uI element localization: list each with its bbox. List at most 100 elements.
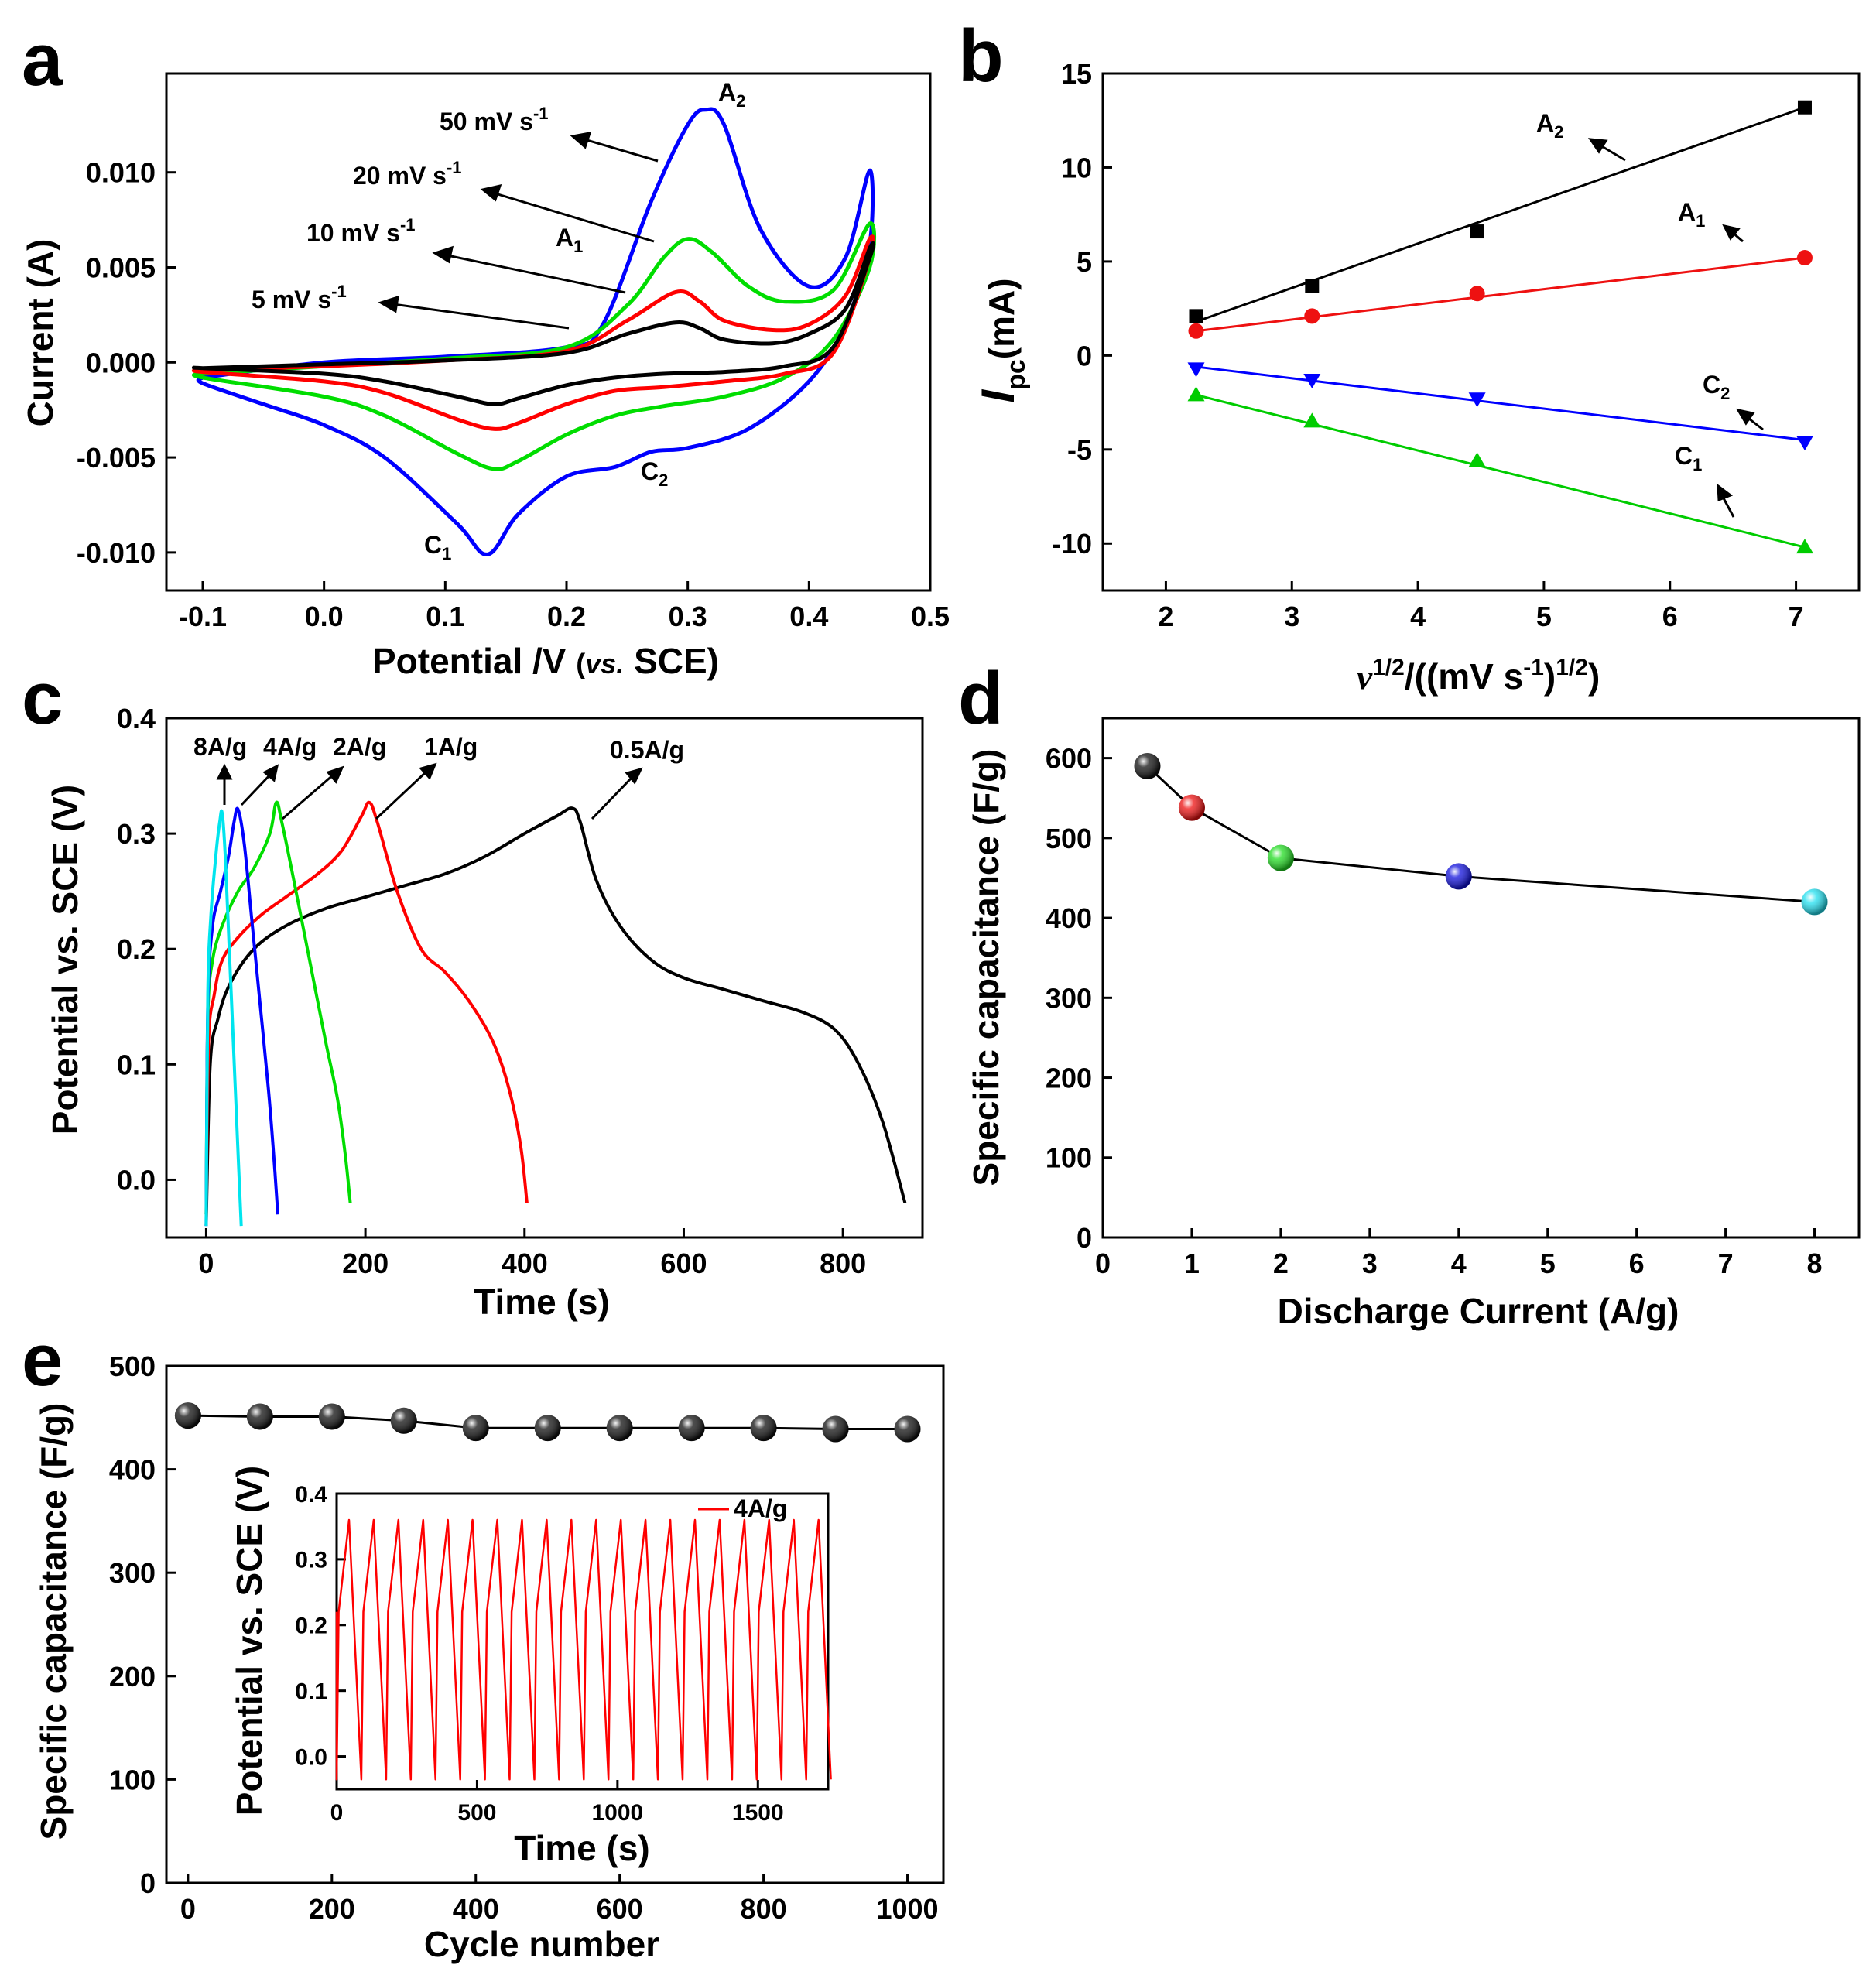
- x-tick-label: 2: [1273, 1248, 1289, 1279]
- cycle-point: [246, 1403, 273, 1430]
- inset-legend-label: 4A/g: [734, 1494, 787, 1522]
- cycle-point-shine: [534, 1415, 561, 1442]
- x-tick-label: 0.2: [547, 601, 586, 632]
- panel-e-frame: [165, 1364, 945, 1884]
- panel-e: e 0 200 400 600 800 1000 0 100 200 300 400 500 Cyc…: [22, 1319, 945, 1964]
- marker-A2: [1305, 279, 1320, 293]
- x-tick-label: 500: [457, 1800, 496, 1826]
- annotation-8ag: 8A/g: [193, 733, 247, 761]
- annotation-c1: C1: [424, 531, 451, 563]
- annotation-b-c2: C2: [1703, 371, 1730, 403]
- gcd-curve-0.5A/g: [204, 806, 907, 1227]
- inset-series: [335, 1518, 832, 1781]
- fit-line-C1: [1196, 393, 1806, 549]
- panel-d-frame: [1101, 717, 1861, 1239]
- panel-d-ylabel: Specific capacitance (F/g): [966, 749, 1006, 1186]
- x-tick-label: 0.1: [426, 601, 464, 632]
- inset-gcd-curve: [335, 1518, 832, 1781]
- y-tick-label: 5: [1077, 246, 1092, 278]
- cycle-point: [822, 1415, 849, 1443]
- annotation-b-c1: C1: [1675, 442, 1702, 474]
- arrow-2ag: [282, 772, 335, 820]
- gcd-curve-1A/g: [204, 800, 529, 1215]
- cv-curve-5mvs: [192, 241, 876, 406]
- y-tick-label: 0.2: [117, 933, 156, 965]
- panel-c-label: c: [22, 657, 63, 740]
- y-tick-label: 100: [109, 1764, 156, 1795]
- marker-A1: [1304, 308, 1320, 324]
- panel-a-yticks: -0.010 -0.005 0.000 0.005 0.010: [77, 157, 176, 569]
- legend-10mvs: 10 mV s-1: [306, 215, 416, 247]
- marker-A1: [1469, 286, 1485, 302]
- x-tick-label: 3: [1362, 1248, 1378, 1279]
- annotation-1ag: 1A/g: [424, 733, 478, 761]
- y-tick-label: 500: [1046, 823, 1092, 854]
- annotation-c2: C2: [641, 457, 668, 490]
- capacitance-point-shine: [1445, 863, 1472, 890]
- gcd-curve-2A/g: [204, 800, 352, 1215]
- cycle-point: [390, 1407, 417, 1434]
- panel-a-frame: [165, 72, 932, 592]
- panel-e-xlabel: Cycle number: [424, 1924, 659, 1964]
- arrow-4ag-head: [262, 764, 279, 782]
- panel-c-ylabel: Potential vs. SCE (V): [45, 785, 85, 1135]
- panel-c-xlabel: Time (s): [474, 1282, 610, 1322]
- y-tick-label: 0.4: [117, 703, 156, 734]
- annotation-a1: A1: [556, 224, 583, 256]
- arrow-b-a1-head: [1722, 224, 1741, 241]
- panel-d-label: d: [958, 657, 1004, 740]
- capacitance-point: [1445, 863, 1472, 890]
- cycle-point-shine: [174, 1402, 201, 1429]
- cycle-point-shine: [678, 1415, 705, 1442]
- y-tick-label: 300: [109, 1557, 156, 1589]
- x-tick-label: 1000: [591, 1800, 643, 1826]
- fit-line-A1: [1196, 256, 1806, 333]
- legend-20mvs: 20 mV s-1: [353, 158, 462, 190]
- arrow-1ag-head: [419, 762, 437, 780]
- arrow-10mvs-head: [432, 245, 454, 264]
- capacitance-point-shine: [1801, 888, 1828, 916]
- y-tick-label: -0.010: [77, 537, 156, 569]
- arrow-4ag: [240, 772, 272, 806]
- arrow-05ag-head: [625, 767, 643, 785]
- arrow-10mvs: [447, 254, 626, 294]
- x-tick-label: 0: [330, 1800, 344, 1826]
- marker-C2: [1303, 373, 1321, 388]
- panel-b-yticks: -10 -5 0 5 10 15: [1052, 58, 1112, 560]
- panel-c: c 0 200 400 600 800 0.0 0.1 0.2 0.3 0.4 Time (s)…: [22, 657, 924, 1322]
- x-tick-label: 6: [1662, 601, 1678, 632]
- panel-b-arrows: [1587, 138, 1764, 518]
- annotation-b-a1: A1: [1678, 198, 1705, 231]
- panel-d: d 0 1 2 3 4 5 6 7 8 0 100 200 300 400 500 600 Discharg…: [958, 657, 1861, 1331]
- annotation-4ag: 4A/g: [263, 733, 317, 761]
- panel-e-series: [174, 1402, 921, 1443]
- arrow-20mvs-head: [480, 183, 502, 202]
- panel-c-frame: [165, 717, 924, 1239]
- fit-line-A2: [1195, 106, 1806, 323]
- panel-b-label: b: [958, 15, 1004, 98]
- y-tick-label: 0.010: [86, 157, 156, 189]
- arrow-5mvs-head: [378, 295, 399, 313]
- marker-C1: [1303, 412, 1321, 428]
- cycle-point-shine: [894, 1415, 921, 1443]
- x-tick-label: 4: [1451, 1248, 1467, 1279]
- capacitance-point: [1178, 794, 1205, 821]
- arrow-50mvs: [584, 138, 659, 163]
- marker-A2: [1797, 100, 1812, 115]
- cv-curve-10mvs: [192, 234, 876, 431]
- x-tick-label: 800: [741, 1893, 787, 1925]
- capacitance-point: [1801, 888, 1828, 916]
- y-tick-label: 400: [1046, 902, 1092, 934]
- y-tick-label: 0.1: [295, 1679, 327, 1704]
- panel-a-xticks: -0.1 0.0 0.1 0.2 0.3 0.4 0.5: [179, 581, 950, 632]
- capacitance-point: [1267, 844, 1294, 871]
- x-tick-label: 7: [1718, 1248, 1734, 1279]
- cycle-point: [750, 1415, 777, 1442]
- panel-e-inset: 0 500 1000 1500 0.0 0.1 0.2 0.3 0.4 4A/g Time (…: [229, 1466, 832, 1868]
- fit-line-C2: [1196, 365, 1806, 442]
- legend-50mvs: 50 mV s-1: [440, 104, 549, 135]
- panel-b-xticks: 2 3 4 5 6 7: [1158, 581, 1804, 632]
- marker-C2: [1796, 436, 1813, 451]
- y-tick-label: 10: [1061, 152, 1092, 183]
- y-tick-label: 0: [1077, 340, 1092, 371]
